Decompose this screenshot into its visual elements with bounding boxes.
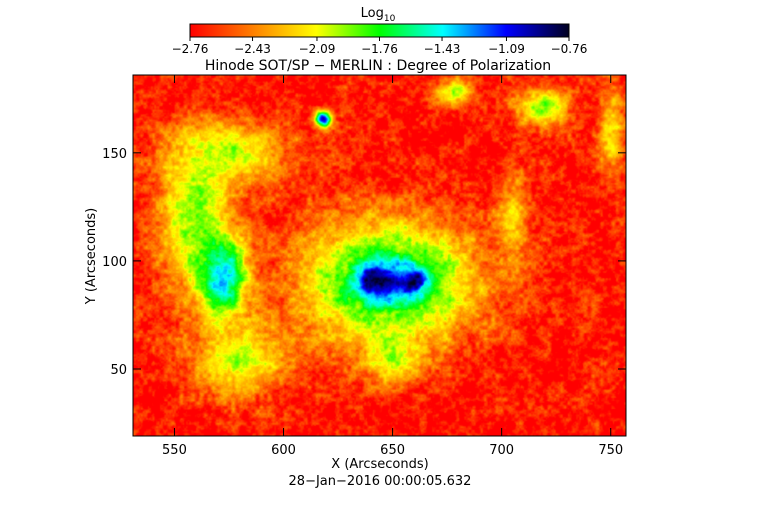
colorbar-label: Log10 — [361, 6, 396, 24]
y-tick-label: 50 — [110, 363, 127, 378]
timestamp: 28−Jan−2016 00:00:05.632 — [289, 474, 472, 489]
colorbar: Log10 −2.76 −2.43 −2.09 −1.76 −1.43 −1.09 −0.7… — [172, 6, 588, 56]
colorbar-tick-label: −1.09 — [488, 42, 525, 56]
x-tick-label: 600 — [271, 443, 296, 458]
colorbar-tick-label: −1.76 — [361, 42, 398, 56]
x-tick-label: 700 — [489, 443, 514, 458]
x-tick-label: 650 — [380, 443, 405, 458]
colorbar-tick-label: −1.43 — [424, 42, 461, 56]
x-axis: 550 600 650 700 750 — [162, 75, 623, 458]
y-axis: 50 100 150 — [102, 147, 626, 378]
colorbar-tick-label: −2.43 — [234, 42, 271, 56]
colorbar-bar — [189, 23, 570, 38]
chart-title: Hinode SOT/SP − MERLIN : Degree of Polar… — [205, 58, 551, 74]
y-tick-label: 100 — [102, 255, 127, 270]
x-axis-label: X (Arcseconds) — [331, 457, 428, 472]
colorbar-tick-label: −2.76 — [172, 42, 209, 56]
heatmap-image — [133, 75, 626, 436]
colorbar-tick-label: −2.09 — [299, 42, 336, 56]
x-tick-label: 750 — [598, 443, 623, 458]
y-tick-label: 150 — [102, 147, 127, 162]
heatmap-area — [133, 75, 626, 436]
colorbar-tick-label: −0.76 — [551, 42, 588, 56]
y-axis-label: Y (Arcseconds) — [84, 208, 99, 305]
x-tick-label: 550 — [162, 443, 187, 458]
colorbar-ticks: −2.76 −2.43 −2.09 −1.76 −1.43 −1.09 −0.76 — [172, 37, 588, 56]
plot-frame — [132, 74, 627, 437]
